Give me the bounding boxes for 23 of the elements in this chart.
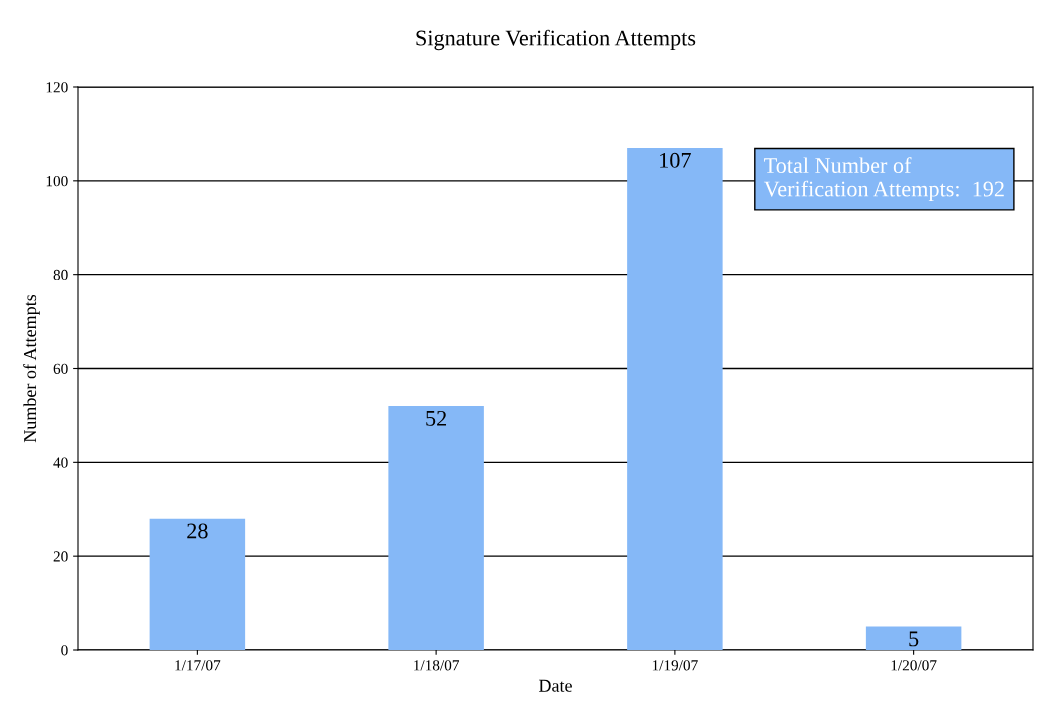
data-label: 28 bbox=[187, 523, 208, 539]
x-axis-title: Date bbox=[538, 679, 572, 692]
y-tick-label: 100 bbox=[46, 175, 68, 187]
bar bbox=[865, 626, 962, 650]
bar bbox=[149, 518, 246, 650]
y-tick-label: 120 bbox=[46, 82, 68, 93]
x-tick-label: 1/17/07 bbox=[175, 660, 221, 671]
x-tick-label: 1/18/07 bbox=[414, 660, 460, 671]
bar bbox=[388, 406, 484, 650]
y-axis-title: Number of Attempts bbox=[23, 294, 40, 443]
chart-title: Signature Verification Attempts bbox=[416, 29, 696, 51]
bar bbox=[627, 147, 723, 650]
x-tick-label: 1/19/07 bbox=[652, 660, 698, 671]
annotation: Total Number of Verification Attempts: 192 bbox=[763, 157, 1004, 202]
data-label: 5 bbox=[909, 631, 919, 647]
y-tick-label: 80 bbox=[53, 269, 68, 281]
y-tick-label: 20 bbox=[53, 551, 68, 562]
y-tick-label: 40 bbox=[53, 457, 68, 468]
data-label: 107 bbox=[660, 152, 691, 168]
data-label: 52 bbox=[426, 410, 447, 426]
y-tick-label: 0 bbox=[61, 645, 68, 656]
y-tick-label: 60 bbox=[53, 363, 68, 374]
x-tick-label: 1/20/07 bbox=[891, 660, 937, 671]
